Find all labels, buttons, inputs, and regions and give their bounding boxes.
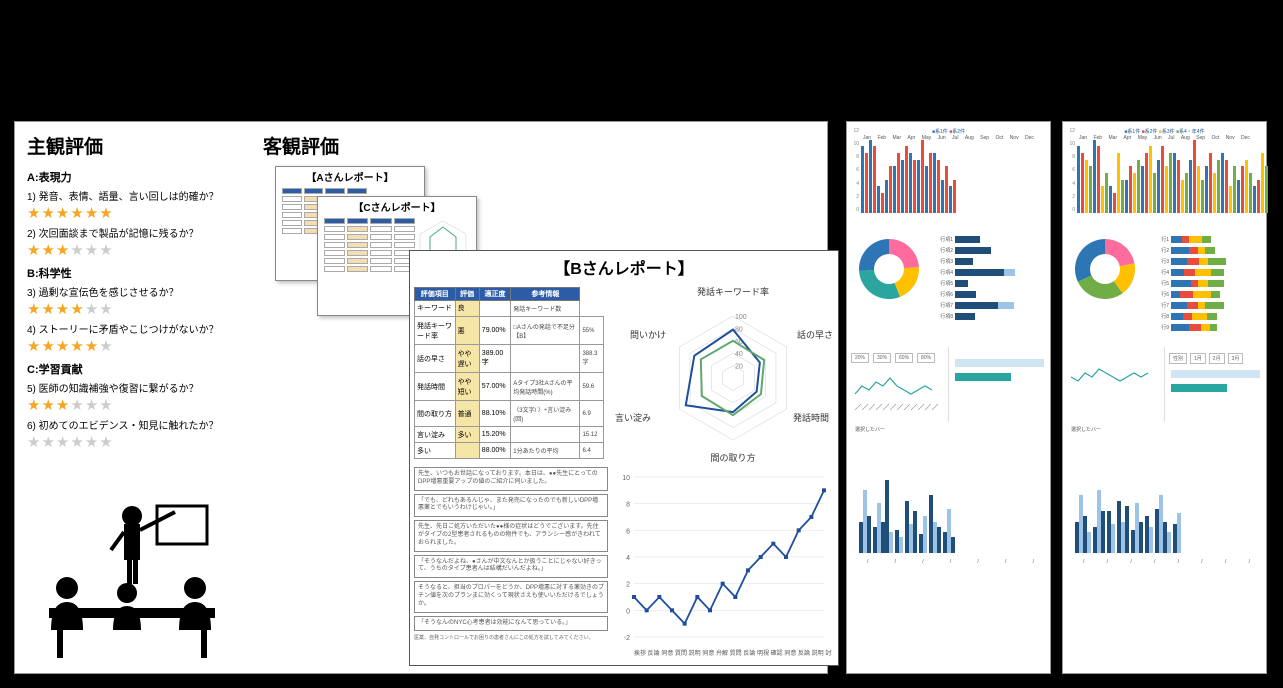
subjective-title: 主観評価 xyxy=(27,132,235,159)
top-bar-chart: ■系1件 ■系2件121086420JanFebMarAprMayJunJulA… xyxy=(847,122,1050,227)
svg-text:発話時間: 発話時間 xyxy=(793,412,829,423)
star-rating[interactable]: ★★★★★★ xyxy=(27,241,235,259)
note-box: 先生、いつもお世話になっております。本日は、●●先生にとってのDPP増悪重要アッ… xyxy=(414,467,608,491)
svg-text:-2: -2 xyxy=(624,635,630,642)
report-b-notes: 先生、いつもお世話になっております。本日は、●●先生にとってのDPP増悪重要アッ… xyxy=(414,467,608,672)
cluster-chart: 選択したバー/////// xyxy=(847,422,1050,567)
report-b-radar: 20406080100発話キーワード率話の早さ発話時間間の取り方言い淀み問いかけ xyxy=(608,283,838,463)
star-rating[interactable]: ★★★★★★ xyxy=(27,204,235,222)
mini-line-left xyxy=(1063,347,1164,422)
svg-text:100: 100 xyxy=(735,314,747,321)
note-box: 「そうなんだよね、●さんが中文なんとか扱うことにじゃない好きって、うちのタイプ患… xyxy=(414,555,608,579)
main-panel: 主観評価 A:表現力1) 発音、表情、語量、言い回しは的確か？★★★★★★2) … xyxy=(14,121,828,674)
question-text: 4) ストーリーに矛盾やこじつけがないか？ xyxy=(27,321,235,336)
svg-text:間の取り方: 間の取り方 xyxy=(710,452,755,463)
objective-title: 客観評価 xyxy=(263,132,813,159)
svg-text:8: 8 xyxy=(626,502,630,509)
note-box: 先生、先日ご処方いただいた●●様の症状はどうでございます。先住がタイプの2型患者… xyxy=(414,520,608,551)
donut-chart xyxy=(1063,227,1145,347)
mini-line-row: 20%30%60%80% xyxy=(847,347,1050,422)
hbar-chart: 行項1行項2行項3行項4行項5行項6行項7行項8 xyxy=(929,227,1050,347)
star-rating[interactable]: ★★★★★★ xyxy=(27,433,235,451)
category-label: C:学習貢献 xyxy=(27,361,235,377)
svg-text:20: 20 xyxy=(735,364,743,371)
question-text: 3) 過剰な宣伝色を感じさせるか？ xyxy=(27,284,235,299)
svg-text:6: 6 xyxy=(626,528,630,535)
svg-text:0: 0 xyxy=(626,608,630,615)
note-box: 「そうなんのNYC心考患者は効能になんて思っている。」 xyxy=(414,616,608,632)
mini-line-left: 20%30%60%80% xyxy=(847,347,948,422)
svg-text:発話キーワード率: 発話キーワード率 xyxy=(697,286,769,297)
question-text: 6) 初めてのエビデンス・知見に触れたか？ xyxy=(27,417,235,432)
svg-text:2: 2 xyxy=(626,582,630,589)
svg-text:言い淀み: 言い淀み xyxy=(615,412,651,423)
svg-text:4: 4 xyxy=(626,555,630,562)
side-panel-1: ■系1件 ■系2件121086420JanFebMarAprMayJunJulA… xyxy=(846,121,1051,674)
cluster-chart: 選択したバー//////// xyxy=(1063,422,1266,567)
mini-line-right: 性別1月2月3月 xyxy=(1164,347,1266,422)
top-bar-chart: ■系1件 ■系2件 ■系3件 ■系4・年4件121086420JanFebMar… xyxy=(1063,122,1266,227)
svg-text:10: 10 xyxy=(622,475,630,482)
subjective-categories: A:表現力1) 発音、表情、語量、言い回しは的確か？★★★★★★2) 次回面談ま… xyxy=(27,169,235,451)
svg-text:問いかけ: 問いかけ xyxy=(630,330,666,340)
question-text: 1) 発音、表情、語量、言い回しは的確か？ xyxy=(27,188,235,203)
svg-text:話の早さ: 話の早さ xyxy=(797,329,833,340)
report-c-title: 【Cさんレポート】 xyxy=(318,199,476,214)
star-rating[interactable]: ★★★★★★ xyxy=(27,337,235,355)
question-text: 2) 次回面談まで製品が記憶に残るか？ xyxy=(27,225,235,240)
objective-section: 客観評価 xyxy=(263,132,813,163)
svg-text:40: 40 xyxy=(735,351,743,358)
note-box: そうなると、担当のプロパーをどうか、DPP増悪に対する薬効きのプチン値を次のプラ… xyxy=(414,581,608,612)
report-b-table: 評価項目評価適正度参考情報 キーワード良発話キーワード数発話キーワード率悪79.… xyxy=(414,287,604,459)
report-c-mini-table xyxy=(322,216,417,274)
category-label: B:科学性 xyxy=(27,265,235,281)
meeting-silhouette xyxy=(27,498,237,663)
category-label: A:表現力 xyxy=(27,169,235,185)
star-rating[interactable]: ★★★★★★ xyxy=(27,300,235,318)
side-panel-2: ■系1件 ■系2件 ■系3件 ■系4・年4件121086420JanFebMar… xyxy=(1062,121,1267,674)
report-a-title: 【Aさんレポート】 xyxy=(276,169,424,184)
subjective-section: 主観評価 A:表現力1) 発音、表情、語量、言い回しは的確か？★★★★★★2) … xyxy=(27,132,235,451)
donut-chart xyxy=(847,227,929,347)
mini-line-row: 性別1月2月3月 xyxy=(1063,347,1266,422)
svg-text:挨拶 反論 同意 質問 説明 同意 弁解 質問 反論 明視: 挨拶 反論 同意 質問 説明 同意 弁解 質問 反論 明視 確認 同意 反論 説… xyxy=(634,649,832,657)
note-box: 「でも、どれもあるんじゃ、また発売になったのでも新しいDPP増悪薬とでもいうわけ… xyxy=(414,494,608,518)
hbar-chart: 行1行2行3行4行5行6行7行8行9 xyxy=(1145,227,1266,347)
question-text: 5) 医師の知識補強や復習に繋がるか？ xyxy=(27,380,235,395)
report-b: 【Bさんレポート】 評価項目評価適正度参考情報 キーワード良発話キーワード数発話… xyxy=(409,250,839,666)
star-rating[interactable]: ★★★★★★ xyxy=(27,396,235,414)
report-b-title: 【Bさんレポート】 xyxy=(410,255,838,279)
report-b-line-chart: -2 0 2 4 6 8 10 挨拶 反論 同意 質問 説明 同意 弁解 質問 反論 明視 確… xyxy=(612,467,832,672)
mini-line-right xyxy=(948,347,1050,422)
